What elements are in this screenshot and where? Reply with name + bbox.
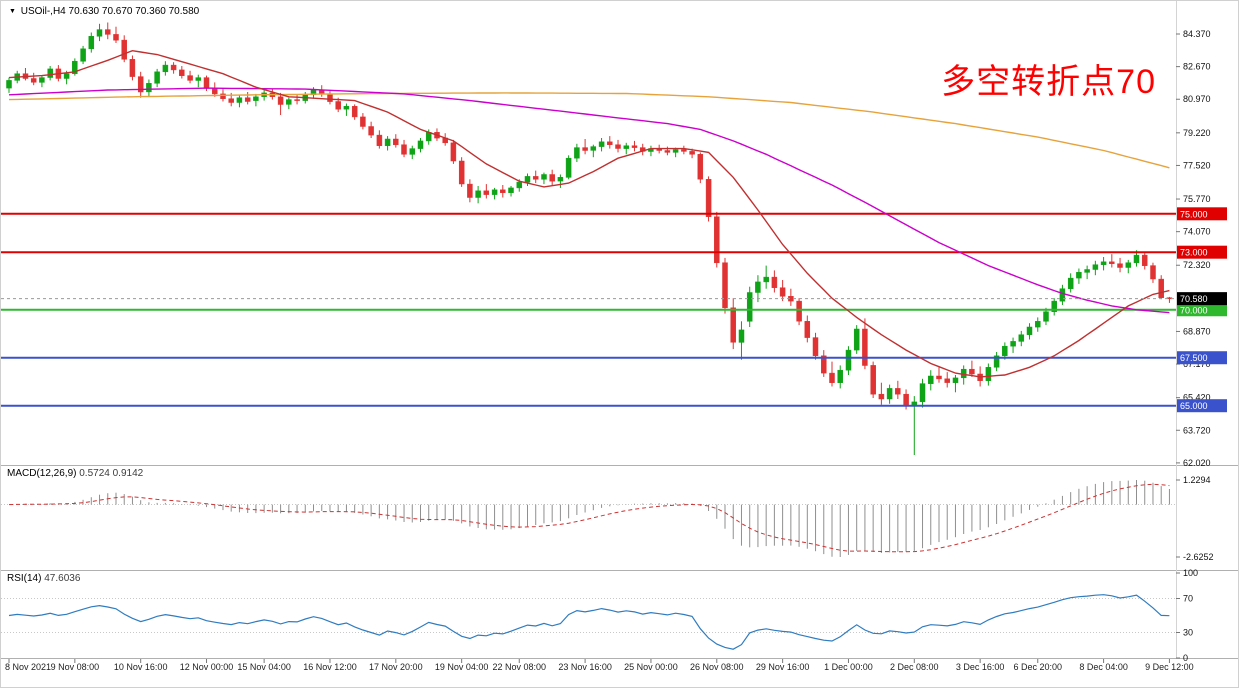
ohlc-values: 70.630 70.670 70.360 70.580 (68, 6, 200, 17)
svg-text:10 Nov 16:00: 10 Nov 16:00 (114, 662, 168, 672)
rsi-label: RSI(14) (7, 573, 42, 584)
svg-text:9 Nov 08:00: 9 Nov 08:00 (51, 662, 100, 672)
svg-text:65.420: 65.420 (1183, 393, 1211, 403)
svg-text:70.580: 70.580 (1180, 294, 1208, 304)
svg-text:26 Nov 08:00: 26 Nov 08:00 (690, 662, 744, 672)
svg-text:12 Nov 00:00: 12 Nov 00:00 (180, 662, 234, 672)
svg-text:70.000: 70.000 (1180, 305, 1208, 315)
svg-text:6 Dec 20:00: 6 Dec 20:00 (1013, 662, 1062, 672)
svg-text:68.870: 68.870 (1183, 326, 1211, 336)
macd-panel: 1.2294 -2.6252 (1, 475, 1214, 562)
svg-text:75.770: 75.770 (1183, 194, 1211, 204)
symbol-ohlc-line: ▼ USOil-,H4 70.630 70.670 70.360 70.580 (9, 6, 199, 17)
horizontal-lines-layer (1, 212, 1176, 407)
svg-text:-2.6252: -2.6252 (1183, 552, 1214, 562)
svg-text:82.670: 82.670 (1183, 62, 1211, 72)
svg-text:9 Dec 12:00: 9 Dec 12:00 (1145, 662, 1194, 672)
svg-text:65.000: 65.000 (1180, 401, 1208, 411)
symbol-timeframe-label: USOil-,H4 (20, 6, 66, 17)
collapse-icon[interactable]: ▼ (9, 8, 16, 15)
svg-text:67.500: 67.500 (1180, 353, 1208, 363)
moving-averages-layer (8, 49, 1170, 378)
macd-values: 0.5724 0.9142 (79, 468, 144, 479)
svg-text:8 Nov 2021: 8 Nov 2021 (5, 662, 51, 672)
macd-header: MACD(12,26,9) 0.5724 0.9142 (7, 468, 143, 479)
svg-text:29 Nov 16:00: 29 Nov 16:00 (756, 662, 810, 672)
svg-text:70: 70 (1183, 594, 1193, 604)
svg-text:1 Dec 00:00: 1 Dec 00:00 (824, 662, 873, 672)
panel-separators (1, 1, 1238, 659)
svg-text:22 Nov 08:00: 22 Nov 08:00 (492, 662, 546, 672)
svg-text:19 Nov 04:00: 19 Nov 04:00 (435, 662, 489, 672)
svg-text:80.970: 80.970 (1183, 94, 1211, 104)
svg-text:8 Dec 04:00: 8 Dec 04:00 (1079, 662, 1128, 672)
svg-text:16 Nov 12:00: 16 Nov 12:00 (303, 662, 357, 672)
svg-text:30: 30 (1183, 628, 1193, 638)
price-badges: 75.000 73.000 70.000 67.500 65.000 70.580 (1177, 207, 1227, 413)
svg-text:17 Nov 20:00: 17 Nov 20:00 (369, 662, 423, 672)
svg-text:100: 100 (1183, 568, 1198, 578)
svg-text:2 Dec 08:00: 2 Dec 08:00 (890, 662, 939, 672)
svg-text:15 Nov 04:00: 15 Nov 04:00 (237, 662, 291, 672)
svg-text:79.220: 79.220 (1183, 128, 1211, 138)
svg-text:77.520: 77.520 (1183, 160, 1211, 170)
svg-text:73.000: 73.000 (1180, 248, 1208, 258)
svg-text:1.2294: 1.2294 (1183, 475, 1211, 485)
macd-label: MACD(12,26,9) (7, 468, 77, 479)
rsi-panel: 100 70 30 0 (1, 568, 1198, 663)
svg-text:75.000: 75.000 (1180, 209, 1208, 219)
svg-text:74.070: 74.070 (1183, 227, 1211, 237)
svg-text:23 Nov 16:00: 23 Nov 16:00 (558, 662, 612, 672)
time-axis: 8 Nov 2021 9 Nov 08:00 10 Nov 16:00 12 Nov … (5, 659, 1194, 672)
chart-annotation-text[interactable]: 多空转折点70 (941, 63, 1156, 101)
rsi-header: RSI(14) 47.6036 (7, 573, 80, 584)
svg-text:62.020: 62.020 (1183, 458, 1211, 468)
svg-text:25 Nov 00:00: 25 Nov 00:00 (624, 662, 678, 672)
svg-text:63.720: 63.720 (1183, 425, 1211, 435)
svg-text:3 Dec 16:00: 3 Dec 16:00 (956, 662, 1005, 672)
svg-text:72.320: 72.320 (1183, 260, 1211, 270)
rsi-value: 47.6036 (44, 573, 81, 584)
svg-text:84.370: 84.370 (1183, 29, 1211, 39)
svg-text:0: 0 (1183, 653, 1188, 663)
